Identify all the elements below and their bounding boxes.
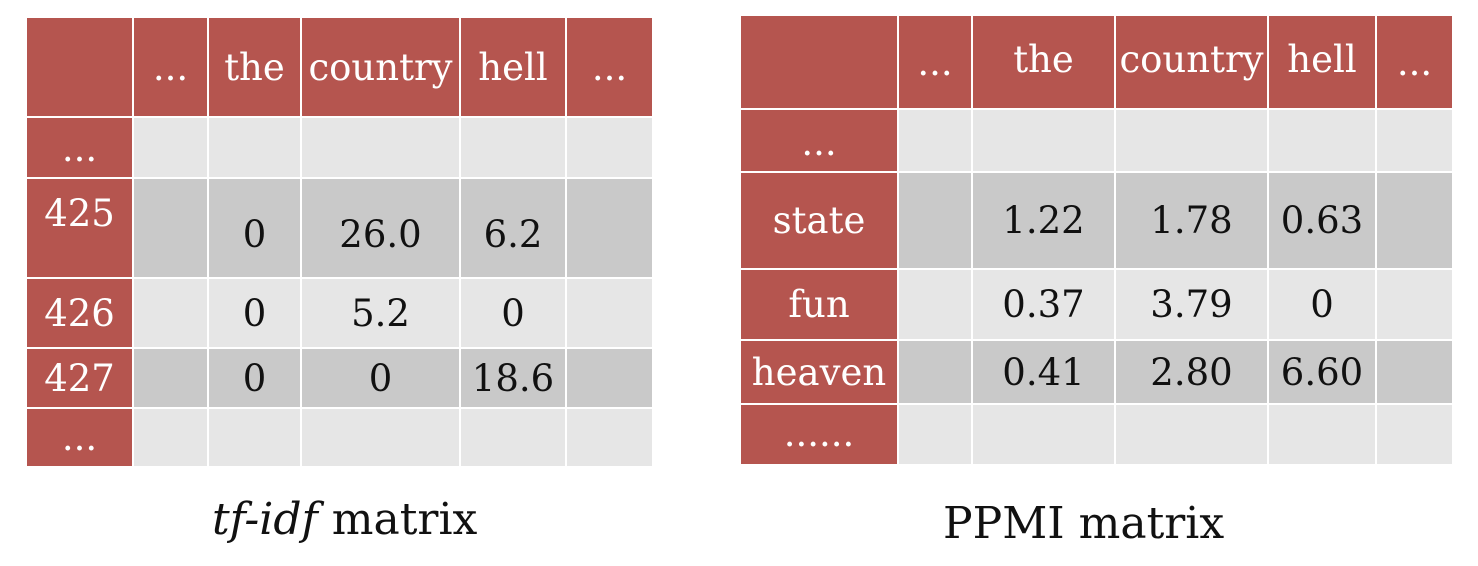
table-cell <box>207 407 302 468</box>
table-cell: 0.41 <box>971 339 1116 405</box>
table-cell: 0 <box>459 277 567 349</box>
table-row: ... <box>739 108 1454 173</box>
table-cell <box>132 407 209 468</box>
row-label: ... <box>739 108 899 173</box>
row-label: 427 <box>25 347 134 409</box>
table-cell <box>300 407 461 468</box>
column-header: ... <box>1375 14 1454 110</box>
row-label: ... <box>25 407 134 468</box>
table-cell <box>1267 403 1377 466</box>
column-header: the <box>971 14 1116 110</box>
table-cell: 0.37 <box>971 268 1116 341</box>
table-cell: 1.22 <box>971 171 1116 270</box>
table-row: fun 0.37 3.79 0 <box>739 268 1454 341</box>
table-cell <box>1375 108 1454 173</box>
table-row: 426 0 5.2 0 <box>25 277 654 349</box>
table-cell: 0 <box>207 177 302 279</box>
column-header: country <box>300 16 461 118</box>
column-header: ... <box>565 16 654 118</box>
ppmi-caption: PPMI matrix <box>943 498 1225 549</box>
row-label: 425 <box>25 177 134 279</box>
column-header: country <box>1114 14 1269 110</box>
table-cell <box>1375 268 1454 341</box>
tfidf-caption-term: tf-idf <box>212 494 318 545</box>
table-cell <box>1375 403 1454 466</box>
column-header: the <box>207 16 302 118</box>
table-row: heaven 0.41 2.80 6.60 <box>739 339 1454 405</box>
row-label: state <box>739 171 899 270</box>
table-row: state 1.22 1.78 0.63 <box>739 171 1454 270</box>
table-cell: 0 <box>1267 268 1377 341</box>
table-cell <box>897 339 973 405</box>
table-cell <box>1267 108 1377 173</box>
table-cell <box>897 171 973 270</box>
table-cell: 0 <box>207 347 302 409</box>
table-cell <box>1375 339 1454 405</box>
table-cell <box>300 116 461 179</box>
column-header: hell <box>1267 14 1377 110</box>
column-header: ... <box>132 16 209 118</box>
table-cell: 0.63 <box>1267 171 1377 270</box>
table-cell <box>971 108 1116 173</box>
table-cell <box>971 403 1116 466</box>
table-cell: 3.79 <box>1114 268 1269 341</box>
table-cell <box>207 116 302 179</box>
table-row: ...... <box>739 403 1454 466</box>
table-cell <box>897 268 973 341</box>
ppmi-matrix: ... the country hell ... ... state 1.22 … <box>739 14 1454 466</box>
table-cell: 1.78 <box>1114 171 1269 270</box>
row-label: fun <box>739 268 899 341</box>
table-cell: 0 <box>300 347 461 409</box>
table-cell: 6.60 <box>1267 339 1377 405</box>
table-cell: 5.2 <box>300 277 461 349</box>
tfidf-caption-rest: matrix <box>317 494 478 545</box>
table-cell <box>1114 108 1269 173</box>
table-cell <box>1114 403 1269 466</box>
table-cell <box>565 177 654 279</box>
table-cell: 0 <box>207 277 302 349</box>
table-cell <box>565 347 654 409</box>
table-cell <box>132 116 209 179</box>
table-row: ... <box>25 116 654 179</box>
table-cell <box>132 177 209 279</box>
header-row: ... the country hell ... <box>25 16 654 118</box>
row-label: ...... <box>739 403 899 466</box>
column-header: ... <box>897 14 973 110</box>
table-cell <box>897 403 973 466</box>
table-row: 427 0 0 18.6 <box>25 347 654 409</box>
table-row: ... <box>25 407 654 468</box>
corner-cell <box>739 14 899 110</box>
column-header: hell <box>459 16 567 118</box>
table-cell <box>132 347 209 409</box>
corner-cell <box>25 16 134 118</box>
table-cell: 26.0 <box>300 177 461 279</box>
table-cell <box>132 277 209 349</box>
table-cell: 2.80 <box>1114 339 1269 405</box>
table-cell <box>565 407 654 468</box>
table-row: 425 0 26.0 6.2 <box>25 177 654 279</box>
table-cell: 6.2 <box>459 177 567 279</box>
header-row: ... the country hell ... <box>739 14 1454 110</box>
table-cell <box>459 407 567 468</box>
table-cell <box>459 116 567 179</box>
table-cell: 18.6 <box>459 347 567 409</box>
row-label: 426 <box>25 277 134 349</box>
tfidf-matrix: ... the country hell ... ... 425 0 26.0 … <box>25 16 654 468</box>
row-label: heaven <box>739 339 899 405</box>
row-label: ... <box>25 116 134 179</box>
table-cell <box>565 277 654 349</box>
table-cell <box>897 108 973 173</box>
tfidf-caption: tf-idf matrix <box>212 494 477 545</box>
table-cell <box>1375 171 1454 270</box>
table-cell <box>565 116 654 179</box>
